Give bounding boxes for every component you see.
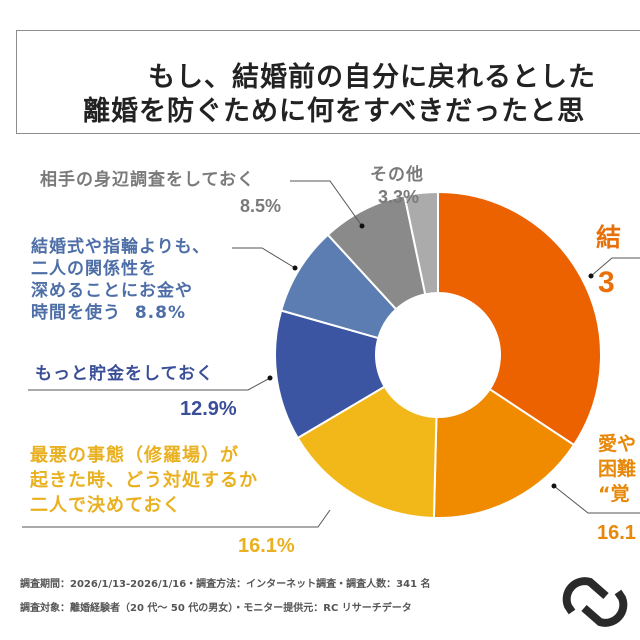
leader-line-0 bbox=[590, 257, 640, 277]
label-slice-0: 結 bbox=[596, 223, 622, 252]
leader-line-4 bbox=[232, 247, 296, 269]
value-slice-1: 16.1 bbox=[597, 522, 636, 544]
label-slice-4: 結婚式や指輪よりも、 二人の関係性を 深めることにお金や 時間を使う 8.8% bbox=[31, 237, 211, 323]
label-slice-1: 愛や 困難 “覚 bbox=[598, 433, 637, 505]
value-slice-3: 12.9% bbox=[180, 398, 237, 420]
donut-slice-0 bbox=[437, 190, 602, 447]
leader-dot-0 bbox=[588, 273, 594, 279]
title-line-2: 離婚を防ぐために何をすべきだったと思 bbox=[83, 96, 586, 127]
leader-line-2 bbox=[22, 509, 331, 528]
leader-dot-3 bbox=[267, 375, 273, 381]
label-slice-5: 相手の身辺調査をしておく bbox=[40, 170, 255, 190]
donut-slice-2 bbox=[296, 385, 438, 519]
value-slice-2: 16.1% bbox=[238, 535, 295, 557]
footer-survey-target: 調査対象：離婚経験者（20 代～ 50 代の男女）・モニター提供元：RC リサー… bbox=[20, 603, 412, 614]
leader-line-3 bbox=[28, 377, 271, 391]
value-slice-0: 3 bbox=[598, 266, 615, 299]
donut-slice-1 bbox=[432, 387, 576, 519]
donut-slice-3 bbox=[274, 309, 387, 440]
label-slice-2: 最悪の事態（修羅場）が 起きた時、どう対処するか 二人で決めておく bbox=[30, 445, 258, 516]
leader-dot-4 bbox=[292, 265, 298, 271]
leader-line-1 bbox=[553, 485, 640, 514]
leader-dot-5 bbox=[359, 223, 365, 229]
footer-survey-period: 調査期間：2026/1/13-2026/1/16・調査方法：インターネット調査・… bbox=[20, 579, 431, 590]
title-line-1: もし、結婚前の自分に戻れるとした bbox=[148, 62, 596, 93]
donut-slice-6 bbox=[403, 190, 439, 296]
value-slice-5: 8.5% bbox=[240, 196, 282, 216]
title-box bbox=[16, 30, 640, 134]
leader-dot-1 bbox=[551, 483, 557, 489]
value-slice-4: 8.8% bbox=[134, 303, 186, 323]
label-slice-3: もっと貯金をしておく bbox=[35, 364, 214, 384]
value-slice-6: 3.3% bbox=[378, 187, 420, 207]
leader-line-5 bbox=[290, 180, 363, 227]
label-slice-6: その他 bbox=[370, 165, 424, 185]
